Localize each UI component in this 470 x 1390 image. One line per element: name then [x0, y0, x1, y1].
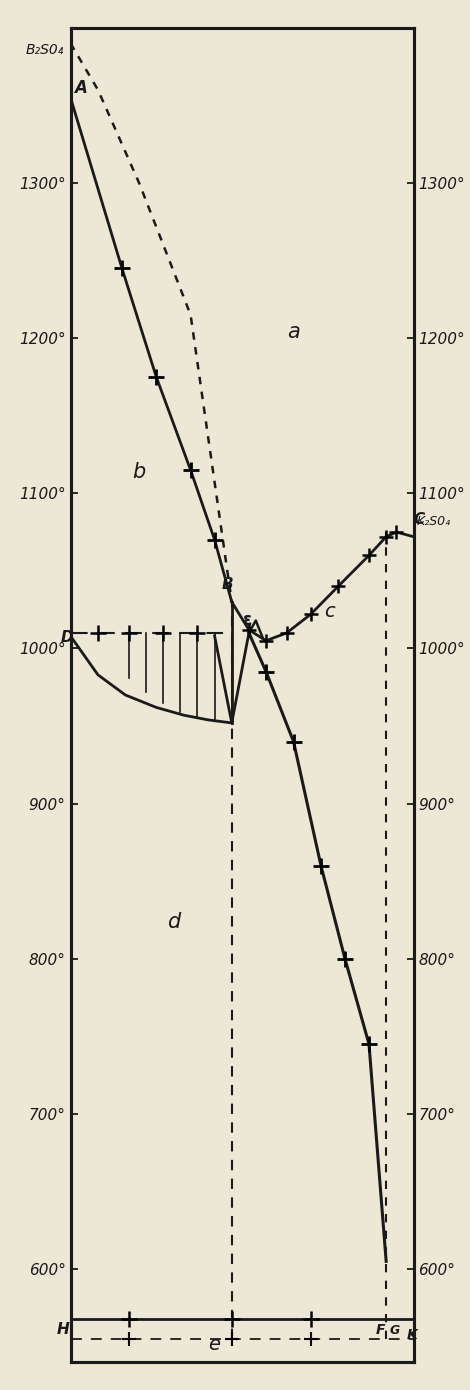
Text: H: H: [57, 1322, 70, 1337]
Text: e: e: [208, 1334, 220, 1354]
Text: d: d: [166, 912, 180, 931]
Text: K: K: [407, 1327, 417, 1341]
Text: c: c: [324, 602, 335, 621]
Text: G: G: [390, 1325, 400, 1337]
Text: K₂S0₄: K₂S0₄: [417, 514, 451, 528]
Text: B₂S0₄: B₂S0₄: [25, 43, 63, 57]
Text: D: D: [60, 630, 73, 645]
Text: C: C: [414, 513, 425, 527]
Text: a: a: [287, 322, 299, 342]
Text: b: b: [132, 461, 146, 482]
Text: ε: ε: [242, 612, 251, 630]
Text: B: B: [221, 577, 233, 592]
Text: F: F: [376, 1323, 385, 1337]
Text: A: A: [74, 79, 87, 97]
